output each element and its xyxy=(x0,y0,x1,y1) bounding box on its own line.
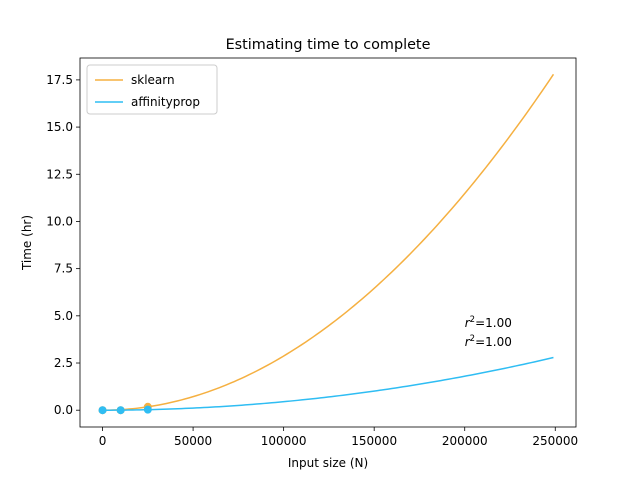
data-points xyxy=(98,402,152,415)
x-axis-ticks: 0 50000 100000 150000 200000 250000 xyxy=(99,427,578,448)
y-tick-label: 15.0 xyxy=(46,120,73,134)
axes-frame xyxy=(79,57,577,428)
legend: sklearn affinityprop xyxy=(86,64,218,115)
data-point-affinityprop xyxy=(143,405,152,414)
legend-label-affinityprop: affinityprop xyxy=(131,95,200,109)
y-tick-label: 7.5 xyxy=(54,262,73,276)
y-tick-label: 5.0 xyxy=(54,309,73,323)
r-squared-annotations: r2=1.00 r2=1.00 xyxy=(465,315,512,349)
y-tick-label: 10.0 xyxy=(46,214,73,228)
y-tick-label: 17.5 xyxy=(46,73,73,87)
x-tick-label: 250000 xyxy=(532,434,578,448)
y-axis-ticks: 0.0 2.5 5.0 7.5 10.0 12.5 15.0 17.5 xyxy=(46,73,80,417)
series-line-sklearn xyxy=(102,73,555,411)
legend-label-sklearn: sklearn xyxy=(131,73,175,87)
y-tick-label: 0.0 xyxy=(54,403,73,417)
x-tick-label: 50000 xyxy=(174,434,212,448)
r-squared-annotation: r2=1.00 xyxy=(465,334,512,349)
series-line-affinityprop xyxy=(102,356,554,411)
y-axis-label: Time (hr) xyxy=(20,215,34,271)
chart-title: Estimating time to complete xyxy=(226,37,431,53)
x-tick-label: 100000 xyxy=(261,434,307,448)
x-tick-label: 0 xyxy=(99,434,107,448)
data-point-affinityprop xyxy=(116,406,125,415)
x-tick-label: 200000 xyxy=(442,434,488,448)
r-squared-annotation: r2=1.00 xyxy=(465,315,512,330)
y-tick-label: 12.5 xyxy=(46,167,73,181)
data-curves xyxy=(102,73,555,411)
data-point-affinityprop xyxy=(98,406,107,415)
x-tick-label: 150000 xyxy=(351,434,397,448)
y-tick-label: 2.5 xyxy=(54,356,73,370)
x-axis-label: Input size (N) xyxy=(288,456,368,470)
